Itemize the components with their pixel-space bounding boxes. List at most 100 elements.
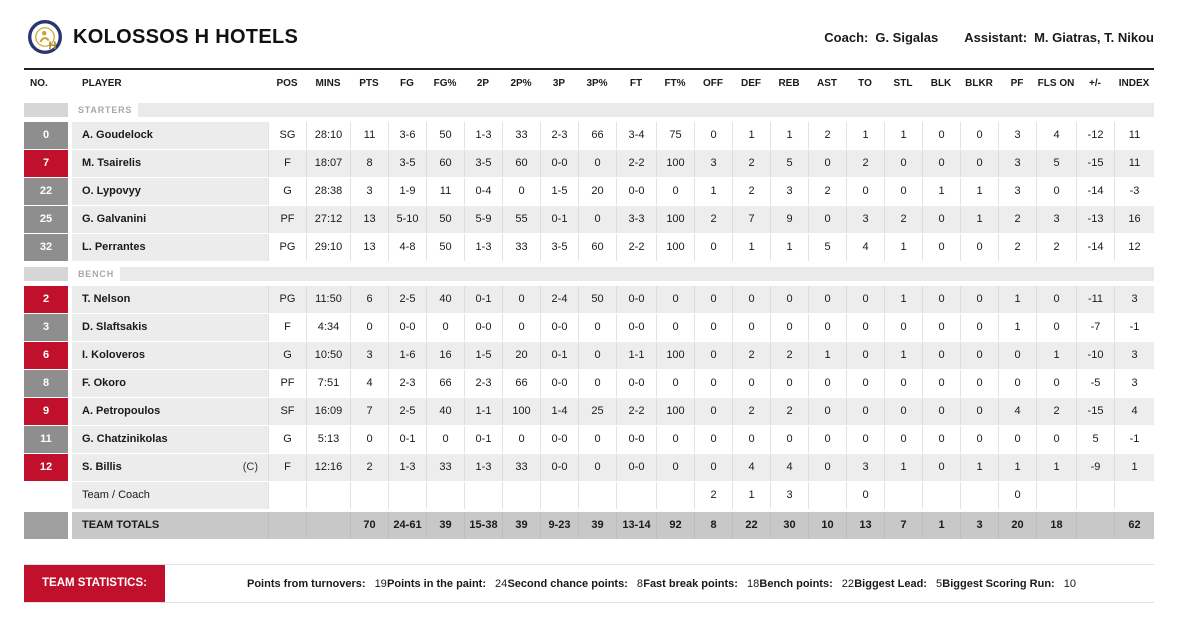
stat-pts: 13 xyxy=(350,206,388,233)
stat-3p_pct: 0 xyxy=(578,150,616,177)
player-row: 11 G. Chatzinikolas G 5:13 0 0-1 0 0-1 0 0-0 0 0-0 0… xyxy=(24,426,1154,454)
totals-ft_pct: 92 xyxy=(656,512,694,539)
stat-pts: 11 xyxy=(350,122,388,149)
section-row-bench: BENCH xyxy=(24,267,1154,281)
stat-ft_pct: 0 xyxy=(656,178,694,205)
stat-fls_on: 2 xyxy=(1036,398,1076,425)
player-number-badge: 7 xyxy=(24,150,68,177)
stat-2p_pct: 0 xyxy=(502,178,540,205)
team-statistics-bar: TEAM STATISTICS: Points from turnovers: 1… xyxy=(24,564,1154,603)
stat-mins: 28:10 xyxy=(306,122,350,149)
coach-name: G. Sigalas xyxy=(875,29,939,45)
coach-label: Coach: xyxy=(824,29,869,45)
stat-ft: 0-0 xyxy=(616,178,656,205)
player-row: 12 S. Billis (C) F 12:16 2 1-3 33 1-3 33 0-0 0 0-0 0 0… xyxy=(24,454,1154,482)
stat-reb: 0 xyxy=(770,286,808,313)
player-row: 25 G. Galvanini PF 27:12 13 5-10 50 5-9 55 0-1 0 3-… xyxy=(24,206,1154,234)
team-header: H KOLOSSOS H HOTELS Coach: G. Sigalas As… xyxy=(0,0,1178,54)
stat-fg_pct: 16 xyxy=(426,342,464,369)
stat-stl: 0 xyxy=(884,398,922,425)
stat-2p_pct xyxy=(502,482,540,509)
stat-plus_minus: -13 xyxy=(1076,206,1114,233)
table-body: STARTERS 0 A. Goudelock SG 28:10 11 3-6 50 1-3 33… xyxy=(24,103,1154,540)
footer-stat-label: Biggest Scoring Run: xyxy=(942,577,1055,590)
player-name: A. Goudelock xyxy=(72,122,268,149)
stat-reb: 2 xyxy=(770,342,808,369)
column-header-ft: FT xyxy=(629,78,643,89)
totals-3p_pct: 39 xyxy=(578,512,616,539)
stat-to: 2 xyxy=(846,150,884,177)
player-number-badge: 11 xyxy=(24,426,68,453)
stat-fg: 0-0 xyxy=(388,314,426,341)
column-header-no: NO. xyxy=(30,78,48,89)
stat-3p: 2-4 xyxy=(540,286,578,313)
stat-ft_pct: 0 xyxy=(656,454,694,481)
stat-ft xyxy=(616,482,656,509)
stat-ast: 0 xyxy=(808,286,846,313)
player-name-text: D. Slaftsakis xyxy=(82,321,148,333)
player-number-badge: 6 xyxy=(24,342,68,369)
stat-fg: 2-3 xyxy=(388,370,426,397)
stat-pos: G xyxy=(268,342,306,369)
stat-mins: 11:50 xyxy=(306,286,350,313)
stat-blkr: 0 xyxy=(960,286,998,313)
stat-ast: 0 xyxy=(808,150,846,177)
stat-2p: 1-3 xyxy=(464,234,502,261)
player-name: F. Okoro xyxy=(72,370,268,397)
stat-index: 12 xyxy=(1114,234,1154,261)
stat-fls_on: 1 xyxy=(1036,342,1076,369)
stat-fg: 1-9 xyxy=(388,178,426,205)
column-header-2p: 2P xyxy=(476,78,490,89)
stat-3p_pct: 20 xyxy=(578,178,616,205)
player-row: 7 M. Tsairelis F 18:07 8 3-5 60 3-5 60 0-0 0 2-2 100… xyxy=(24,150,1154,178)
stat-to: 0 xyxy=(846,482,884,509)
stat-pos: G xyxy=(268,426,306,453)
stat-mins: 27:12 xyxy=(306,206,350,233)
column-header-3p_pct: 3P% xyxy=(586,78,608,89)
player-name-text: G. Chatzinikolas xyxy=(82,433,168,445)
spacer xyxy=(68,398,72,425)
footer-stat-label: Fast break points: xyxy=(643,577,738,590)
footer-stat-value: 22 xyxy=(841,577,855,590)
stat-2p_pct: 100 xyxy=(502,398,540,425)
stat-mins xyxy=(306,482,350,509)
stat-ft: 2-2 xyxy=(616,234,656,261)
stat-ast: 0 xyxy=(808,426,846,453)
stat-stl: 1 xyxy=(884,122,922,149)
spacer xyxy=(68,178,72,205)
team-coach-label: Team / Coach xyxy=(72,482,268,509)
stat-plus_minus: -14 xyxy=(1076,234,1114,261)
stat-plus_minus: -10 xyxy=(1076,342,1114,369)
player-name: T. Nelson xyxy=(72,286,268,313)
stat-fg_pct: 40 xyxy=(426,398,464,425)
stat-fg_pct: 33 xyxy=(426,454,464,481)
stat-plus_minus: -15 xyxy=(1076,398,1114,425)
stat-pts: 8 xyxy=(350,150,388,177)
player-number-badge: 32 xyxy=(24,234,68,261)
footer-stat-value: 24 xyxy=(495,577,508,590)
stat-blk: 1 xyxy=(922,178,960,205)
player-name-text: M. Tsairelis xyxy=(82,157,142,169)
player-name: O. Lypovyy xyxy=(72,178,268,205)
player-name-text: I. Koloveros xyxy=(82,349,145,361)
footer-stat: Biggest Scoring Run: 10 xyxy=(942,578,1076,590)
stat-2p: 1-1 xyxy=(464,398,502,425)
stat-fg: 2-5 xyxy=(388,286,426,313)
stat-stl: 0 xyxy=(884,150,922,177)
stat-ast: 0 xyxy=(808,370,846,397)
stat-blk: 0 xyxy=(922,122,960,149)
stat-mins: 18:07 xyxy=(306,150,350,177)
footer-stat: Points in the paint: 24 xyxy=(387,578,507,590)
stat-ft_pct: 0 xyxy=(656,370,694,397)
stat-off: 1 xyxy=(694,178,732,205)
stat-pts: 3 xyxy=(350,342,388,369)
stat-reb: 4 xyxy=(770,454,808,481)
stat-fg_pct: 50 xyxy=(426,122,464,149)
column-header-pts: PTS xyxy=(359,78,379,89)
stat-3p_pct xyxy=(578,482,616,509)
stat-index: 3 xyxy=(1114,370,1154,397)
stat-stl: 1 xyxy=(884,342,922,369)
spacer xyxy=(68,206,72,233)
totals-3p: 9-23 xyxy=(540,512,578,539)
footer-stat-label: Points from turnovers: xyxy=(246,577,366,590)
